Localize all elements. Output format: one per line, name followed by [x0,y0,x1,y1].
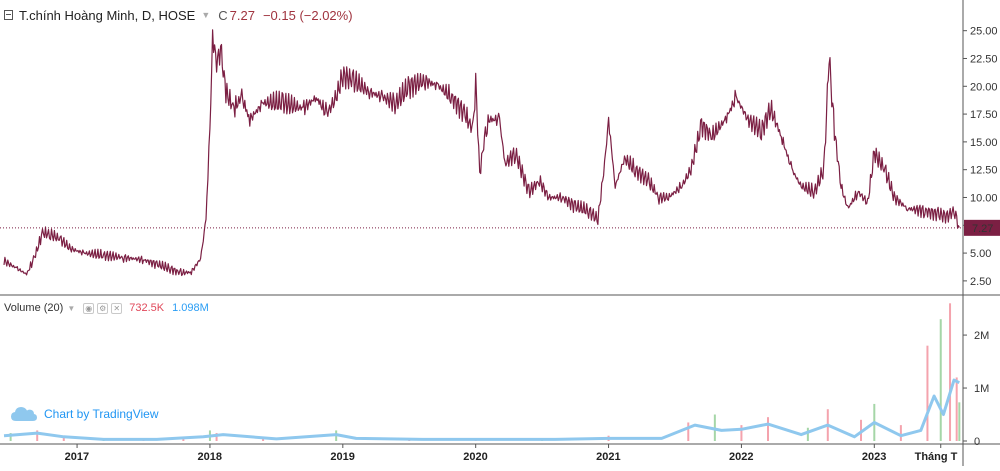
price-tick-label: 17.50 [970,109,998,121]
volume-bar [806,427,809,441]
volume-tick-label: 1M [974,383,989,395]
chevron-down-icon[interactable]: ▼ [67,303,76,313]
volume-tick-label: 2M [974,330,989,342]
price-tick-label: 20.00 [970,81,998,93]
price-tick-label: 5.00 [970,248,991,260]
price-tick-label: 15.00 [970,137,998,149]
price-tick-label: 25.00 [970,26,998,38]
volume-bar [9,433,12,441]
volume-bar [949,303,952,441]
volume-bar [687,422,690,441]
last-price-badge [964,219,1000,236]
close-icon[interactable]: ✕ [111,302,123,314]
visibility-icon[interactable]: ◉ [83,302,95,314]
time-tick-label: Tháng T [915,451,958,463]
last-price-label: 7.27 [972,223,993,235]
close-label: C [218,7,228,23]
volume-bar [899,425,902,441]
time-tick-label: 2020 [463,451,487,463]
volume-tick-label: 0 [974,436,980,448]
symbol-title: T.chính Hoàng Minh, D, HOSE [19,7,196,23]
volume-bar [215,433,218,441]
chevron-down-icon[interactable]: ▼ [201,10,211,20]
time-tick-label: 2017 [65,451,89,463]
time-tick-label: 2023 [862,451,886,463]
volume-bar [182,438,185,441]
volume-bar [939,319,942,441]
branding-text: Chart by TradingView [44,407,159,421]
volume-bar [926,345,929,441]
price-tick-label: 12.50 [970,165,998,177]
volume-bar [62,435,65,441]
volume-bar [36,430,39,441]
volume-bar [740,425,743,441]
time-tick-label: 2019 [330,451,354,463]
time-tick-label: 2022 [729,451,753,463]
volume-value: 732.5K [129,302,165,314]
price-tick-label: 10.00 [970,192,998,204]
cloud-icon [11,407,37,421]
volume-bar [262,438,265,441]
volume-legend[interactable]: Volume (20) ▼ ◉ ⚙ ✕ 732.5K 1.098M [4,302,209,314]
time-tick-label: 2018 [198,451,222,463]
price-series-line [3,29,960,277]
symbol-list-icon[interactable] [4,10,13,20]
volume-title: Volume (20) [4,302,64,314]
settings-icon[interactable]: ⚙ [97,302,109,314]
volume-bar [958,402,961,441]
close-value: 7.27 [229,7,255,23]
time-tick-label: 2021 [596,451,620,463]
volume-ma-line [3,378,960,441]
tradingview-branding[interactable]: Chart by TradingView [10,405,159,423]
price-tick-label: 22.50 [970,53,998,65]
symbol-legend[interactable]: T.chính Hoàng Minh, D, HOSE ▼ C 7.27 −0.… [4,6,353,24]
volume-ma-value: 1.098M [172,302,209,314]
volume-bar [767,417,770,441]
price-tick-label: 2.50 [970,276,991,288]
change-value: −0.15 (−2.02%) [262,7,353,23]
volume-bar [955,377,958,441]
